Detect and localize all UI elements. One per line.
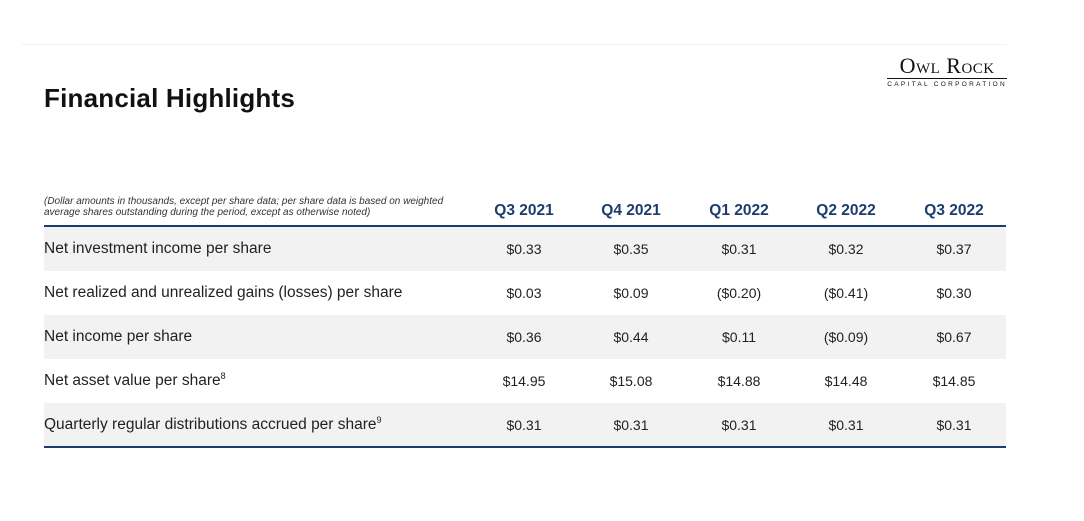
- table-row: Quarterly regular distributions accrued …: [44, 403, 1006, 447]
- logo-subtitle: CAPITAL CORPORATION: [887, 81, 1007, 88]
- table-cell: $0.09: [613, 285, 649, 301]
- top-divider: [22, 44, 1007, 45]
- table-cell: $0.31: [936, 417, 972, 433]
- table-cell: $14.88: [717, 373, 761, 389]
- table-cell: $0.37: [936, 241, 972, 257]
- table-cell: $0.33: [506, 241, 542, 257]
- header-divider: [44, 225, 1006, 227]
- row-label: Net investment income per share: [44, 227, 271, 271]
- table-cell: ($0.41): [823, 285, 869, 301]
- table-cell: $0.11: [722, 329, 756, 345]
- row-label: Net asset value per share8: [44, 359, 226, 403]
- table-row: Net asset value per share8 $14.95 $15.08…: [44, 359, 1006, 403]
- table-cell: $0.31: [506, 417, 542, 433]
- table-cell: $0.36: [506, 329, 542, 345]
- table-cell: $0.67: [936, 329, 972, 345]
- row-label-text: Net realized and unrealized gains (losse…: [44, 284, 403, 301]
- table-cell: $0.03: [506, 285, 542, 301]
- table-cell: $14.85: [932, 373, 976, 389]
- table-bottom-divider: [44, 446, 1006, 448]
- column-header-q2-2022: Q2 2022: [816, 202, 876, 219]
- page-title: Financial Highlights: [44, 83, 296, 113]
- table-row: Net investment income per share $0.33 $0…: [44, 227, 1006, 271]
- table-cell: $15.08: [609, 373, 653, 389]
- column-header-q1-2022: Q1 2022: [709, 202, 769, 219]
- row-label-text: Net investment income per share: [44, 240, 272, 257]
- row-label-text: Net income per share: [44, 328, 193, 345]
- table-row: Net realized and unrealized gains (losse…: [44, 271, 1006, 315]
- table-cell: $0.31: [613, 417, 649, 433]
- table-cell: $0.44: [613, 329, 649, 345]
- table-cell: $14.95: [502, 373, 546, 389]
- footnote-marker: 9: [376, 414, 382, 425]
- footnote-marker: 8: [220, 370, 226, 381]
- column-header-q3-2021: Q3 2021: [494, 202, 554, 219]
- table-note: (Dollar amounts in thousands, except per…: [44, 196, 484, 218]
- row-label: Quarterly regular distributions accrued …: [44, 403, 382, 447]
- table-cell: $14.48: [824, 373, 868, 389]
- table-cell: $0.35: [613, 241, 649, 257]
- table-row: Net income per share $0.36 $0.44 $0.11 (…: [44, 315, 1006, 359]
- table-cell: ($0.20): [716, 285, 762, 301]
- logo-wordmark: Owl Rock: [887, 55, 1007, 79]
- column-header-q3-2022: Q3 2022: [924, 202, 984, 219]
- row-label-text: Quarterly regular distributions accrued …: [44, 416, 377, 433]
- column-header-q4-2021: Q4 2021: [601, 202, 661, 219]
- table-cell: $0.31: [828, 417, 864, 433]
- row-label-text: Net asset value per share: [44, 372, 221, 389]
- table-note-line-2: average shares outstanding during the pe…: [44, 207, 371, 218]
- table-cell: $0.31: [721, 417, 757, 433]
- table-cell: $0.32: [828, 241, 864, 257]
- table-cell: $0.30: [936, 285, 972, 301]
- table-note-line-1: (Dollar amounts in thousands, except per…: [44, 196, 444, 207]
- row-label: Net realized and unrealized gains (losse…: [44, 271, 402, 315]
- table-cell: $0.31: [721, 241, 757, 257]
- table-cell: ($0.09): [823, 329, 869, 345]
- company-logo: Owl Rock CAPITAL CORPORATION: [887, 55, 1007, 88]
- row-label: Net income per share: [44, 315, 192, 359]
